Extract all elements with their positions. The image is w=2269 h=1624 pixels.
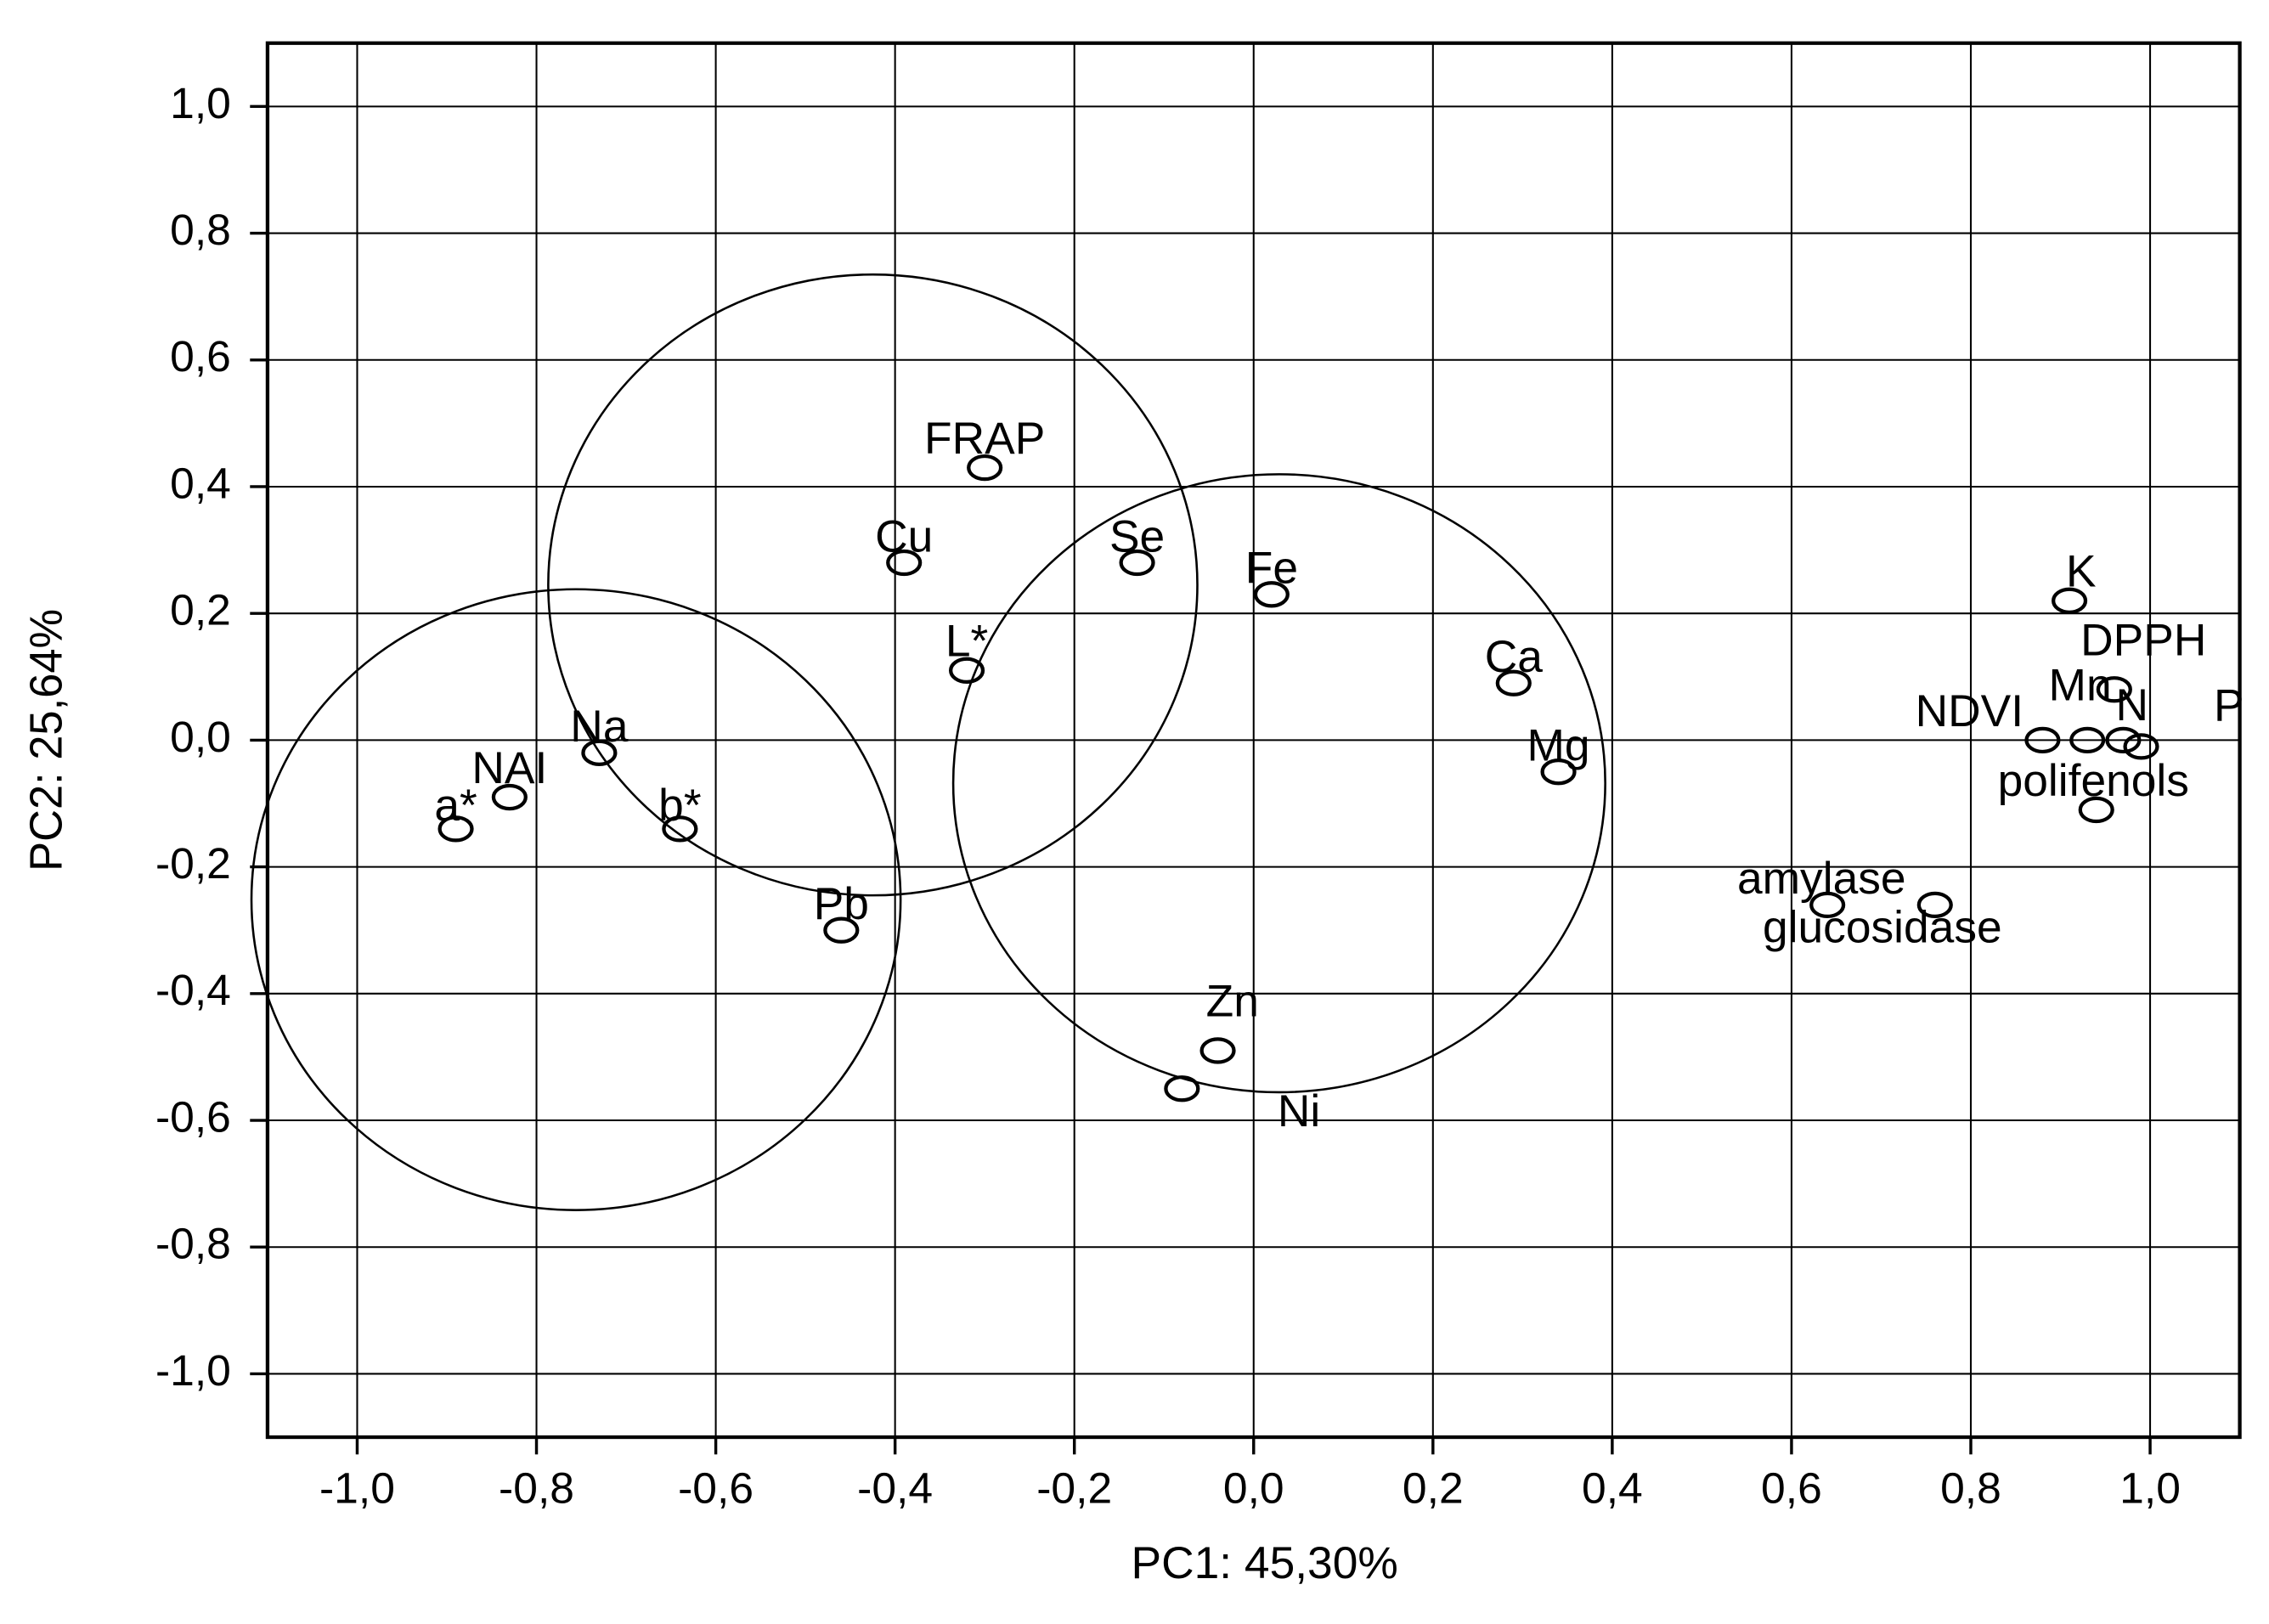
- point: [1119, 549, 1155, 577]
- point: [2069, 726, 2106, 754]
- y-tick-label: -1,0: [155, 1346, 231, 1395]
- point-label: NDVI: [1916, 686, 2023, 736]
- point-label: Zn: [1206, 977, 1259, 1026]
- point: [581, 739, 618, 766]
- point-label: amylase: [1737, 854, 1906, 904]
- point: [2024, 726, 2061, 754]
- x-tick-label: 0,2: [1403, 1464, 1464, 1513]
- y-axis-title: PC2: 25,64%: [21, 609, 71, 871]
- marks: -1,0 -0,8 -0,6 -0,4 -0,2 0,0 0,2 0,4 0,6 0,8 1,0 -1…: [155, 79, 2244, 1512]
- point: [1199, 1037, 1236, 1064]
- y-tick-label: -0,8: [155, 1220, 231, 1268]
- point: [2105, 726, 2142, 754]
- point-label: Na: [570, 702, 629, 751]
- point-label: DPPH: [2080, 616, 2206, 665]
- x-tick-label: -0,4: [857, 1464, 933, 1513]
- x-tick-label: 0,6: [1761, 1464, 1822, 1513]
- point-label: NAI: [471, 743, 547, 792]
- y-tick-label: 0,4: [170, 460, 231, 508]
- y-tick-label: -0,6: [155, 1093, 231, 1142]
- y-tick-label: 1,0: [170, 79, 231, 127]
- x-tick-label: 0,0: [1223, 1464, 1284, 1513]
- point: [2078, 796, 2114, 824]
- point: [886, 549, 923, 577]
- y-tick-label: 0,0: [170, 713, 231, 761]
- point: [1164, 1075, 1200, 1102]
- y-tick-label: 0,2: [170, 586, 231, 634]
- y-tick-label: 0,8: [170, 206, 231, 254]
- point: [662, 815, 698, 843]
- point-label: K: [2066, 547, 2097, 596]
- point-label: Ca: [1485, 632, 1544, 681]
- point: [2051, 587, 2088, 614]
- point: [491, 783, 528, 811]
- point-label: a*: [434, 781, 477, 830]
- x-tick-label: -1,0: [319, 1464, 395, 1513]
- point-label: FRAP: [924, 414, 1045, 463]
- x-tick-label: -0,2: [1036, 1464, 1112, 1513]
- point: [1253, 581, 1290, 608]
- group-circle: [547, 273, 1199, 897]
- point-label: N: [2115, 680, 2148, 730]
- x-tick-label: 1,0: [2119, 1464, 2181, 1513]
- point-label: Mg: [1527, 721, 1590, 770]
- point-label: b*: [658, 781, 701, 830]
- point-label: Pb: [814, 879, 869, 928]
- point: [823, 916, 860, 944]
- group-circles: [250, 273, 1606, 1211]
- point: [1540, 758, 1577, 786]
- point-label: glucosidase: [1763, 903, 2002, 952]
- grid: [267, 42, 2240, 1438]
- group-circle: [951, 473, 1606, 1094]
- point: [967, 454, 1003, 482]
- point-label: P: [2214, 681, 2244, 730]
- y-tick-label: -0,2: [155, 839, 231, 888]
- point-label: Se: [1109, 512, 1165, 561]
- point: [1916, 891, 1953, 919]
- point-label: polifenols: [1998, 756, 2189, 805]
- point-label: Mn: [2049, 661, 2112, 710]
- point: [2123, 733, 2159, 760]
- point-label: Cu: [875, 512, 933, 561]
- group-circle: [250, 588, 902, 1211]
- point-label: Fe: [1245, 544, 1298, 593]
- point: [437, 815, 474, 843]
- x-tick-label: 0,4: [1582, 1464, 1643, 1513]
- point: [1495, 669, 1532, 696]
- x-axis-title: PC1: 45,30%: [1132, 1539, 1398, 1588]
- point-label: L*: [945, 617, 988, 666]
- point: [948, 657, 985, 684]
- y-tick-label: 0,6: [170, 333, 231, 381]
- point-label: Ni: [1278, 1086, 1320, 1136]
- y-tick-label: -0,4: [155, 967, 231, 1015]
- x-tick-label: -0,6: [678, 1464, 754, 1513]
- point: [2096, 676, 2132, 703]
- x-tick-label: -0,8: [499, 1464, 574, 1513]
- x-tick-label: 0,8: [1940, 1464, 2001, 1513]
- point: [1809, 891, 1846, 919]
